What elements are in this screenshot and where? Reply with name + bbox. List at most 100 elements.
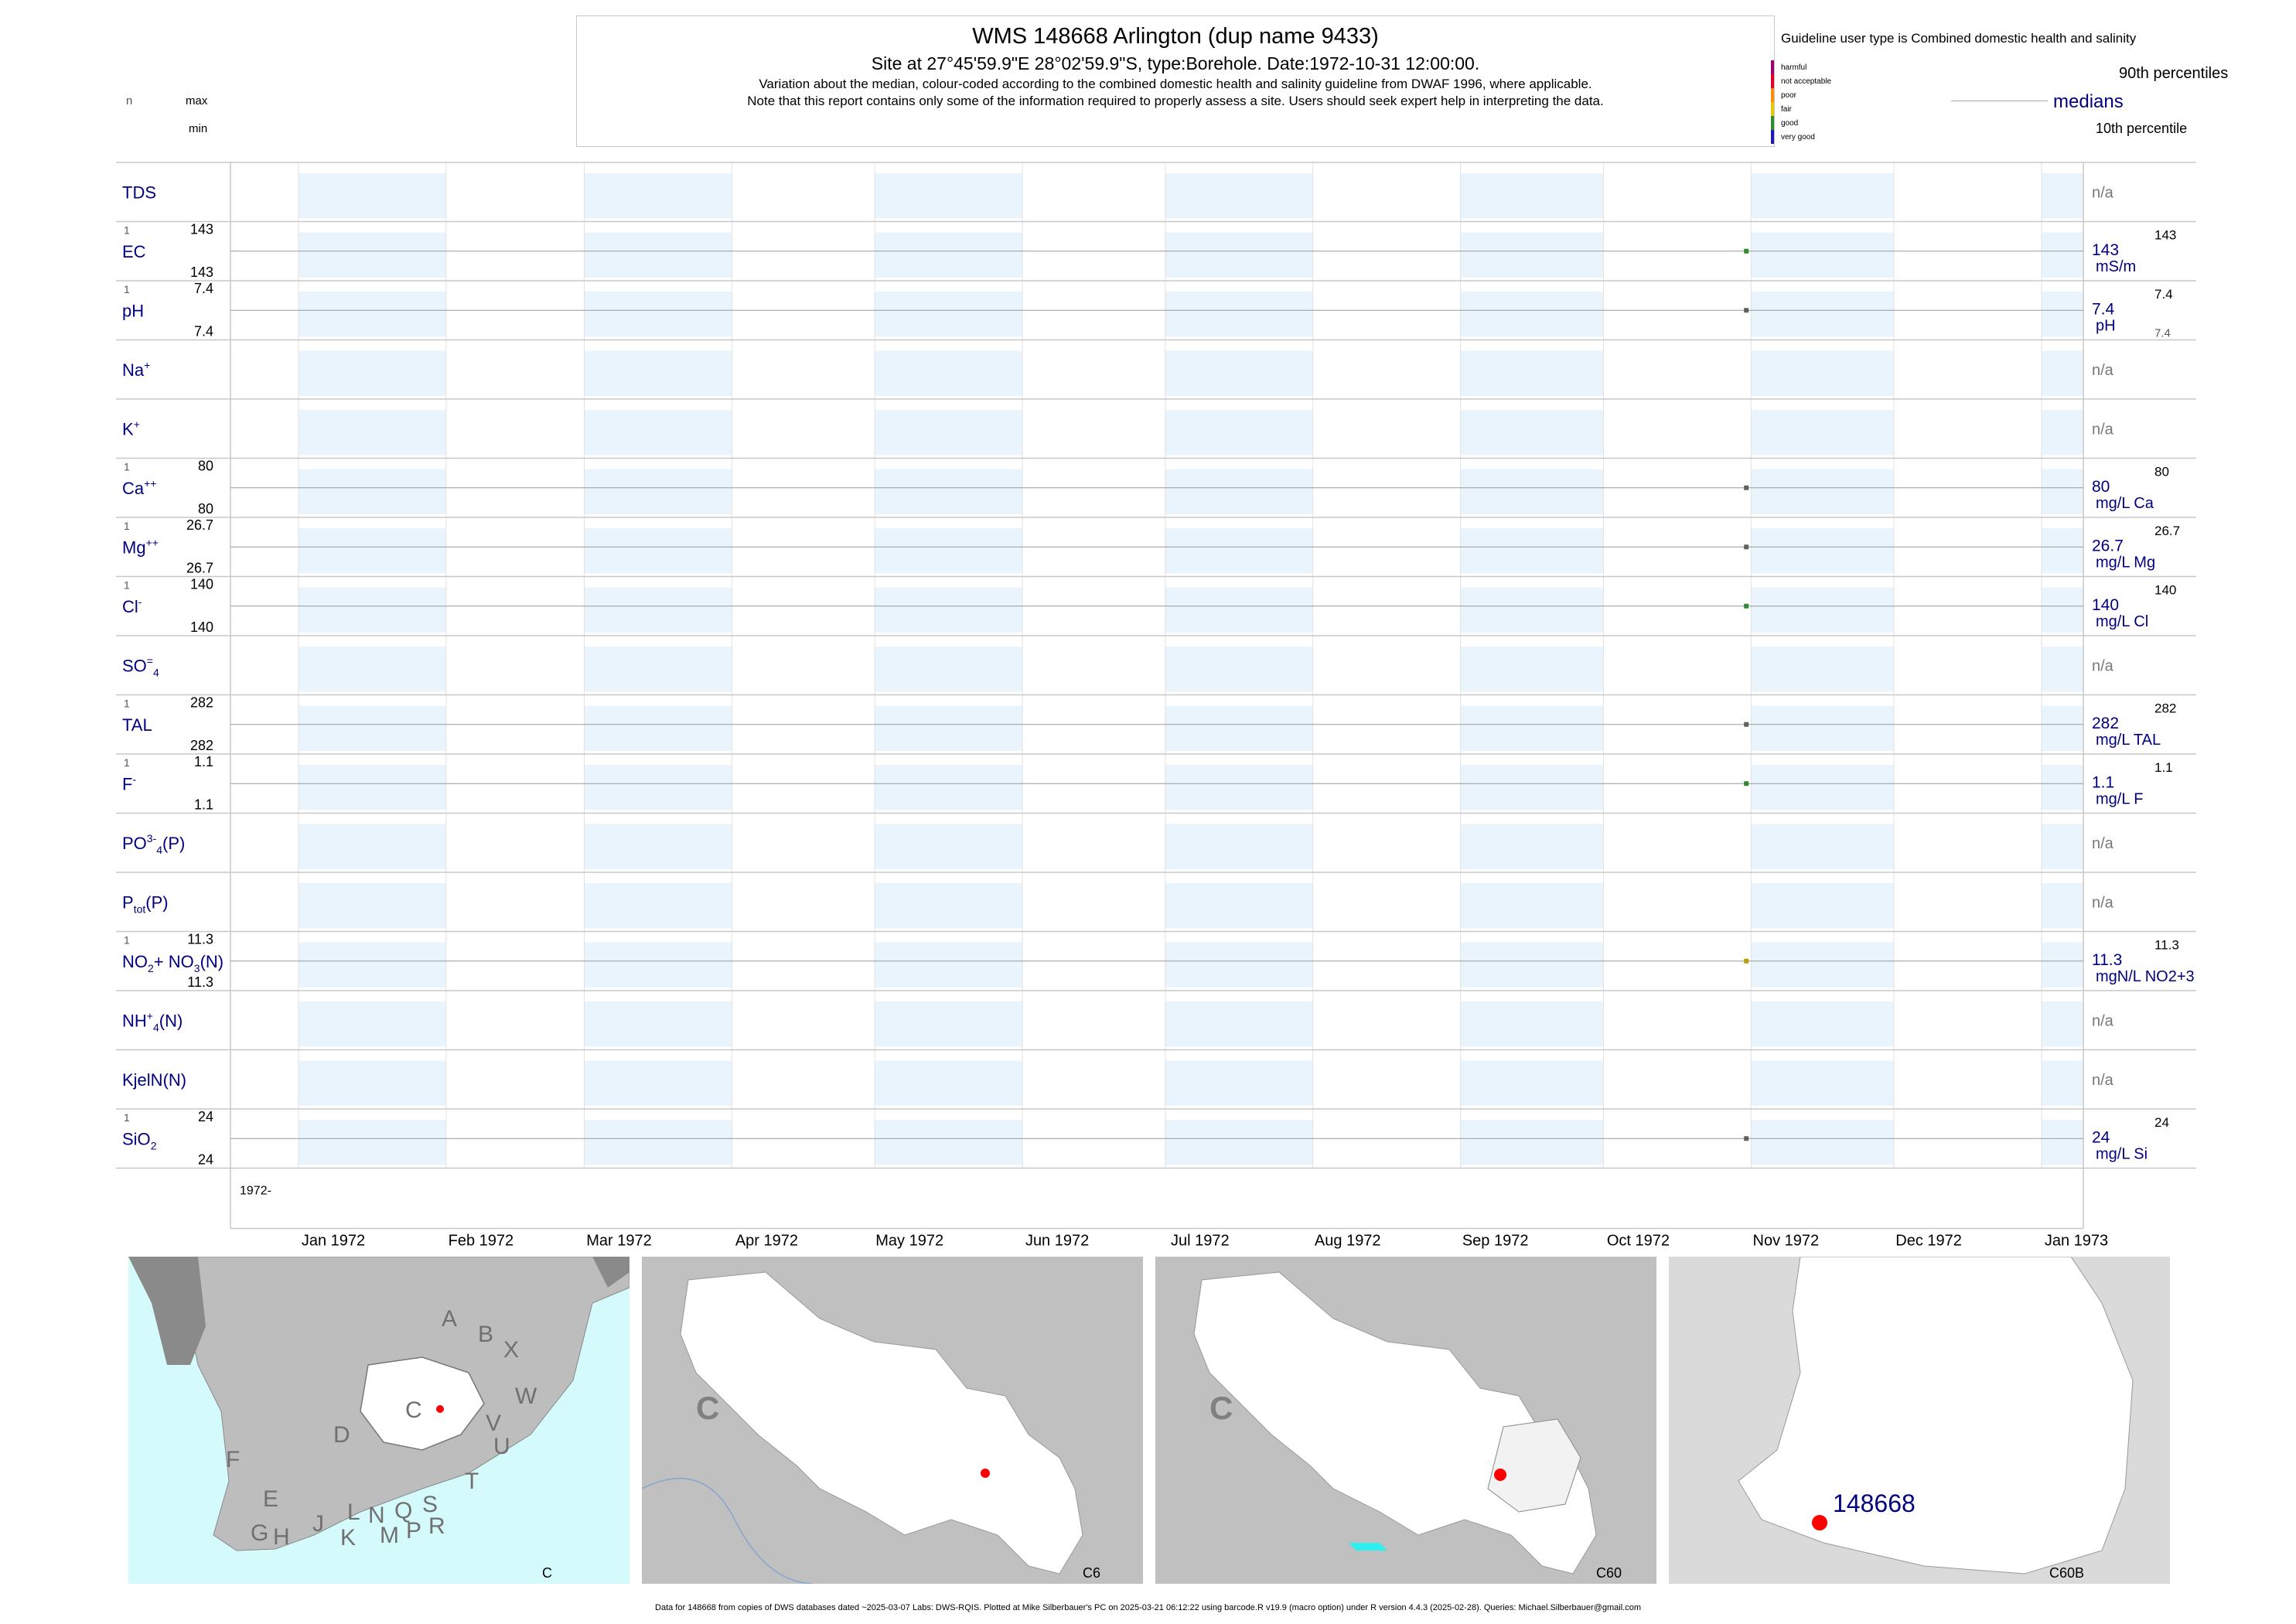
median-value: 282: [2092, 715, 2119, 732]
month-band: [584, 410, 732, 455]
x-tick-label: Feb 1972: [449, 1233, 514, 1250]
parameter-label-part: Mg: [122, 537, 146, 557]
map-region-label: B: [478, 1322, 493, 1347]
map-overview-caption: C: [542, 1565, 552, 1581]
row-max: 26.7: [186, 517, 213, 533]
month-band: [299, 883, 446, 929]
p90-value: 80: [2154, 465, 2169, 479]
map-region-label: T: [465, 1469, 479, 1494]
data-point: [1744, 308, 1749, 313]
month-band: [1751, 232, 1895, 278]
data-point: [1744, 248, 1749, 254]
month-band: [2042, 883, 2083, 929]
parameter-label: TDS: [122, 183, 156, 202]
parameter-label: SiO2: [122, 1129, 157, 1151]
legend-swatch: [1771, 102, 1774, 116]
row-max: 80: [198, 459, 213, 474]
median-value: n/a: [2092, 894, 2114, 911]
parameter-label-part: +: [134, 418, 140, 430]
median-value: 26.7: [2092, 537, 2124, 554]
map-c60b-svg: 148668 C60B: [1738, 1257, 2134, 1581]
month-band: [299, 705, 446, 751]
month-band: [1460, 1060, 1604, 1106]
parameter-label: Ca++: [122, 477, 156, 498]
month-band: [1460, 942, 1604, 988]
month-band: [875, 292, 1023, 337]
map-region-label: K: [340, 1525, 356, 1551]
month-band: [1751, 587, 1895, 633]
month-band: [584, 765, 732, 810]
month-band: [1751, 1120, 1895, 1165]
month-band: [299, 587, 446, 633]
p10-value: 7.4: [2154, 327, 2171, 340]
parameter-label-part: Cl: [122, 597, 138, 616]
row-n: 1: [124, 698, 130, 710]
month-band: [2042, 292, 2083, 337]
min-header: min: [189, 122, 208, 135]
median-value: 143: [2092, 241, 2119, 259]
parameter-label-part: +: [144, 359, 150, 371]
month-band: [1165, 1001, 1313, 1047]
row-min: 7.4: [194, 324, 213, 339]
month-band: [2042, 173, 2083, 219]
month-band: [1165, 173, 1313, 219]
data-point: [1744, 603, 1749, 609]
legend-category-label: poor: [1781, 91, 1797, 100]
month-band: [2042, 1001, 2083, 1047]
month-band: [2042, 469, 2083, 514]
p90-value: 7.4: [2154, 287, 2173, 302]
row-max: 143: [190, 222, 213, 237]
month-band: [299, 824, 446, 869]
month-band: [875, 942, 1023, 988]
row-min: 24: [198, 1152, 213, 1168]
parameter-label-part: 4: [156, 844, 162, 856]
month-band: [1751, 705, 1895, 751]
month-band: [1751, 883, 1895, 929]
median-value: n/a: [2092, 184, 2114, 201]
median-value: n/a: [2092, 421, 2114, 438]
month-band: [875, 410, 1023, 455]
p90-value: 282: [2154, 701, 2176, 716]
median-value: 1.1: [2092, 773, 2114, 791]
unit-label: mg/L TAL: [2096, 732, 2161, 749]
month-band: [1460, 824, 1604, 869]
parameter-label-part: 2: [151, 1139, 157, 1151]
map-region-label: W: [515, 1383, 537, 1409]
month-band: [875, 647, 1023, 692]
month-band: [875, 1060, 1023, 1106]
parameter-row: F-1 1.11.11.1mg/L F1.1: [122, 754, 2173, 813]
parameter-label-part: K: [122, 419, 134, 438]
row-min: 143: [190, 264, 213, 280]
month-band: [584, 469, 732, 514]
x-tick-label: Mar 1972: [586, 1233, 652, 1250]
row-max: 11.3: [187, 932, 213, 947]
row-n: 1: [124, 283, 130, 295]
parameter-label: Ptot(P): [122, 892, 169, 915]
parameter-label-part: + NO: [154, 952, 194, 971]
x-tick-label: Jan 1972: [302, 1233, 365, 1250]
x-tick-label: Dec 1972: [1895, 1233, 1962, 1250]
legend-category-label: very good: [1781, 133, 1815, 142]
legend-swatch: [1771, 88, 1774, 102]
median-value: n/a: [2092, 1012, 2114, 1029]
month-band: [2042, 587, 2083, 633]
map-c6-caption: C6: [1083, 1565, 1100, 1581]
x-tick-label: Aug 1972: [1315, 1233, 1381, 1250]
parameter-label-part: NO: [122, 952, 148, 971]
data-point: [1744, 485, 1749, 490]
parameter-label-part: SO: [122, 656, 147, 675]
parameter-label-part: 2: [148, 962, 154, 974]
map-c6-svg: C C6: [642, 1271, 1100, 1584]
row-max: 1.1: [194, 754, 213, 769]
parameter-label-part: =: [147, 654, 153, 667]
parameter-label: TAL: [122, 715, 152, 735]
parameter-row: TDS n/a: [122, 183, 2114, 202]
report-title: WMS 148668 Arlington (dup name 9433): [972, 24, 1379, 49]
parameter-row: K+ n/a: [122, 418, 2114, 438]
month-band: [1460, 350, 1604, 396]
p90-value: 11.3: [2154, 938, 2179, 953]
site-marker-c60b: [1812, 1515, 1827, 1530]
month-band: [584, 587, 732, 633]
month-band: [1751, 942, 1895, 988]
